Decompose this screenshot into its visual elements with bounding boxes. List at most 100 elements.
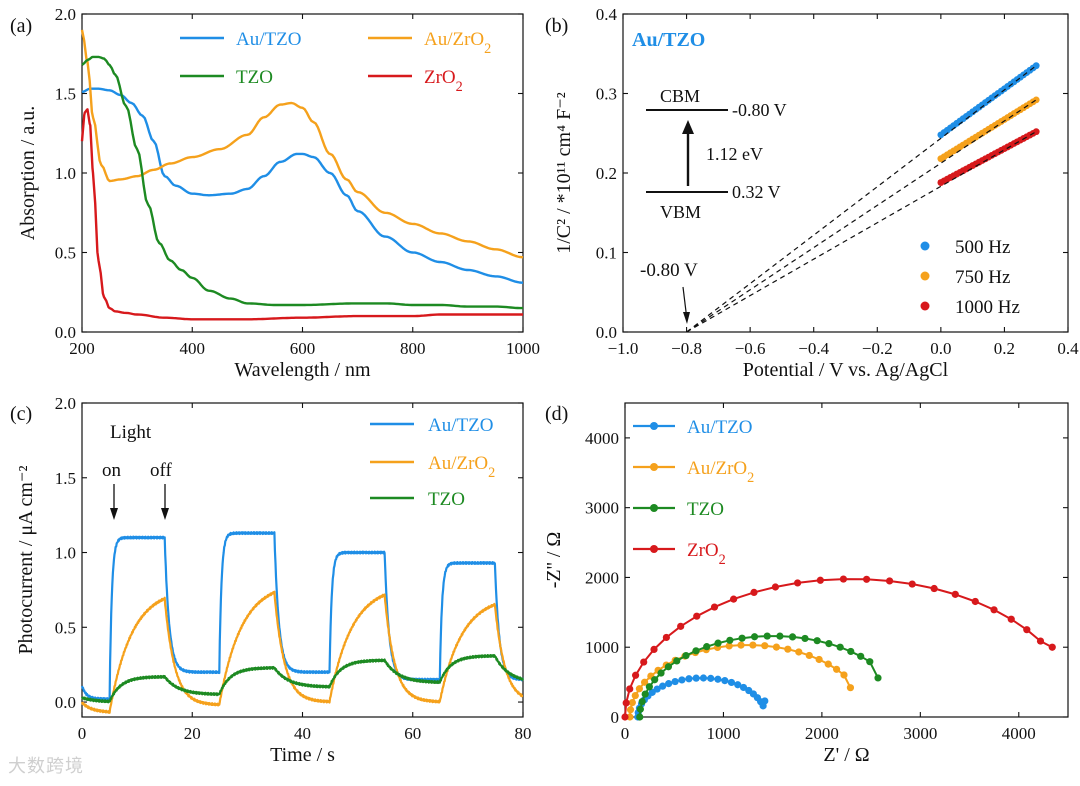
cbm-label: CBM [660, 86, 700, 106]
nyquist-point [714, 675, 722, 683]
nyquist-point [677, 622, 685, 630]
y-tick-label: 1.5 [55, 469, 76, 488]
nyquist-point [862, 575, 871, 583]
chart-title: Au/TZO [632, 29, 705, 51]
x-tick-label: −0.8 [671, 339, 702, 358]
nyquist-point [699, 674, 708, 682]
legend-label: 1000 Hz [955, 297, 1020, 318]
nyquist-point [930, 584, 938, 593]
nyquist-point [621, 713, 629, 721]
nyquist-point [635, 685, 643, 693]
nyquist-point [847, 647, 855, 656]
y-tick-label: 1000 [585, 638, 619, 657]
x-tick-label: −1.0 [608, 339, 639, 358]
nyquist-point [839, 575, 848, 583]
x-tick-label: 0.2 [994, 339, 1015, 358]
panel-label: (a) [10, 15, 32, 37]
y-tick-label: 1.5 [55, 85, 76, 104]
legend-label: TZO [687, 499, 724, 520]
nyquist-point [703, 643, 711, 651]
x-tick-label: 400 [180, 339, 206, 358]
x-tick-label: 0.4 [1057, 339, 1079, 358]
gap-label: 1.12 eV [706, 144, 763, 164]
arrow-head [110, 508, 118, 520]
nyquist-point [730, 595, 738, 603]
plot-frame [81, 402, 524, 718]
gap-arrow-head [682, 120, 694, 134]
nyquist-point [761, 697, 769, 705]
y-tick-label: 0.2 [596, 164, 617, 183]
nyquist-point [662, 633, 670, 642]
x-axis-label: Wavelength / nm [234, 359, 371, 381]
x-tick-label: 800 [400, 339, 426, 358]
nyquist-point [714, 639, 722, 647]
x-tick-label: 4000 [1002, 724, 1036, 743]
panel-b: −1.0 −0.8 −0.6 −0.4 −0.2 0.0 0.2 0.4 0.0 0.1 0.2 0.… [545, 5, 1079, 381]
y-tick-label: 0.0 [596, 323, 617, 342]
nyquist-point [761, 642, 769, 650]
x-tick-label: 20 [184, 724, 201, 743]
subscript: 2 [456, 79, 463, 95]
x-tick-label: 60 [404, 724, 421, 743]
nyquist-point [734, 681, 742, 689]
data-point [1032, 62, 1040, 70]
nyquist-point [772, 643, 781, 651]
x-tick-label: −0.4 [798, 339, 829, 358]
y-tick-label: 1.0 [55, 164, 76, 183]
nyquist-point [793, 579, 802, 587]
nyquist-point [990, 606, 998, 614]
legend-marker [650, 463, 658, 471]
y-axis-label: Photocurrent / μA cm⁻² [15, 466, 37, 655]
nyquist-point [971, 597, 979, 606]
y-tick-label: 0.4 [596, 5, 618, 24]
panel-label: (c) [10, 403, 32, 425]
nyquist-point [805, 651, 813, 660]
nyquist-point [626, 706, 635, 714]
legend-label: 750 Hz [955, 267, 1010, 288]
y-tick-label: 0 [611, 708, 620, 727]
intercept-label: -0.80 V [640, 260, 698, 281]
x-axis-label: Potential / V vs. Ag/AgCl [743, 359, 949, 381]
nyquist-point [721, 677, 729, 685]
nyquist-point [626, 685, 634, 693]
arrow-head [683, 312, 690, 324]
legend-label: Au/ZrO2 [687, 458, 754, 486]
panel-c: 0 20 40 60 80 0.0 0.5 1.0 1.5 2.0 Time / s Photocur… [10, 394, 532, 766]
nyquist-point [763, 632, 771, 640]
y-tick-label: 0.5 [55, 244, 76, 263]
nyquist-point [801, 634, 809, 643]
nyquist-point [771, 583, 779, 591]
nyquist-point [628, 698, 636, 707]
legend-marker [920, 301, 930, 311]
nyquist-point [750, 588, 758, 597]
nyquist-point [638, 698, 646, 706]
legend-label: ZrO2 [687, 540, 726, 568]
nyquist-point [795, 648, 803, 656]
nyquist-point [725, 642, 733, 650]
nyquist-point [816, 576, 824, 584]
nyquist-point [651, 676, 659, 684]
legend-label: TZO [428, 489, 465, 510]
panel-label: (d) [545, 403, 568, 425]
nyquist-point [737, 641, 745, 649]
vbm-label: VBM [660, 202, 701, 222]
x-tick-label: 0 [621, 724, 630, 743]
nyquist-point [866, 658, 874, 666]
x-axis-label: Time / s [270, 744, 335, 766]
nyquist-point [836, 643, 844, 651]
series-line-3 [80, 108, 524, 321]
nyquist-point [710, 603, 719, 611]
nyquist-point [678, 676, 686, 684]
nyquist-line-0 [636, 677, 766, 718]
nyquist-point [1036, 637, 1045, 645]
nyquist-point [784, 645, 792, 653]
series-line-2 [81, 55, 524, 310]
series-line-1 [80, 590, 524, 714]
nyquist-point [692, 647, 700, 655]
nyquist-point [750, 633, 759, 641]
nyquist-point [824, 660, 832, 668]
y-tick-label: 0.0 [55, 323, 76, 342]
nyquist-point [657, 669, 665, 677]
arrow-head [161, 508, 169, 520]
x-tick-label: −0.2 [862, 339, 893, 358]
